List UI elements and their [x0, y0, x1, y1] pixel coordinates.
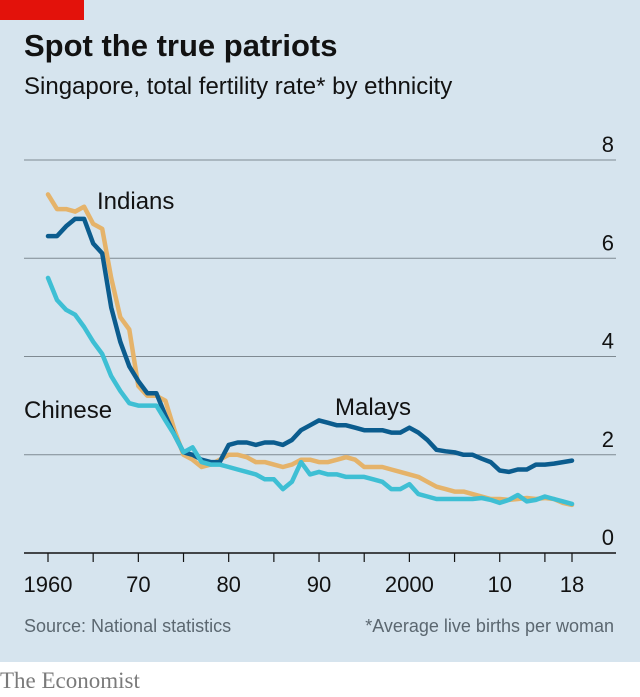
source-note: Source: National statistics — [24, 616, 232, 636]
y-tick-label-8: 8 — [602, 132, 614, 157]
y-tick-labels: 0 2 4 6 8 — [602, 132, 614, 550]
x-tick-label-2018: 18 — [560, 572, 584, 597]
chart-subtitle: Singapore, total fertility rate* by ethn… — [24, 73, 453, 100]
footnote: *Average live births per woman — [365, 616, 614, 636]
chart-title: Spot the true patriots — [24, 28, 338, 63]
y-tick-label-6: 6 — [602, 230, 614, 255]
x-tick-label-2010: 10 — [487, 572, 511, 597]
y-tick-label-0: 0 — [602, 525, 614, 550]
x-tick-label-2000: 2000 — [385, 572, 434, 597]
y-tick-label-4: 4 — [602, 329, 614, 354]
x-tick-label-1980: 80 — [216, 572, 240, 597]
series-label-malays: Malays — [335, 394, 411, 421]
series-lines — [45, 192, 575, 508]
x-tick-label-1970: 70 — [126, 572, 150, 597]
series-line-chinese — [45, 275, 575, 507]
series-line-indians — [45, 192, 575, 508]
series-label-chinese: Chinese — [24, 397, 112, 424]
series-labels: Indians Malays Chinese — [24, 188, 411, 424]
series-label-indians: Indians — [97, 188, 174, 215]
brand-tag — [0, 0, 84, 20]
x-tick-label-1990: 90 — [307, 572, 331, 597]
series-line-malays — [45, 216, 575, 475]
x-tick-label-1960: 1960 — [24, 572, 73, 597]
x-axis: 1960 70 80 90 2000 10 18 — [24, 552, 616, 597]
gridlines — [24, 159, 616, 456]
y-tick-label-2: 2 — [602, 427, 614, 452]
brand-logo: The Economist — [0, 668, 140, 693]
chart-panel — [0, 0, 640, 662]
